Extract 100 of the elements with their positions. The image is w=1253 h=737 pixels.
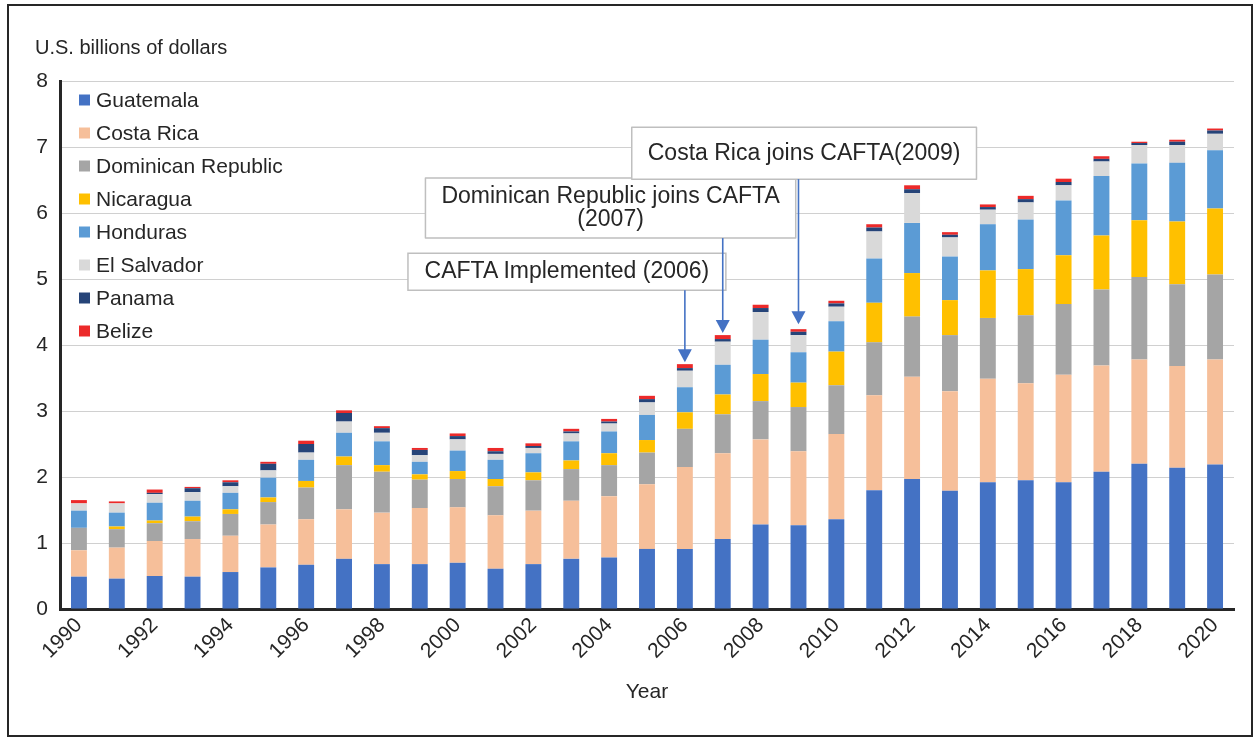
bar — [979, 378, 996, 483]
bar — [866, 231, 883, 259]
bar — [639, 399, 655, 403]
bar — [411, 455, 428, 462]
bar — [184, 539, 201, 577]
bar — [639, 440, 655, 453]
bar — [411, 508, 428, 565]
bar — [298, 444, 315, 453]
bar — [676, 387, 693, 413]
bar — [1169, 162, 1186, 222]
annotation: Costa Rica joins CAFTA(2009) — [647, 138, 961, 165]
bar — [752, 439, 769, 525]
bar — [752, 339, 769, 375]
bar — [866, 342, 883, 396]
bar — [639, 484, 655, 549]
bar — [487, 486, 504, 516]
bar — [790, 525, 807, 609]
bar — [146, 494, 163, 503]
bar — [1131, 277, 1148, 360]
bar — [222, 513, 239, 536]
bar — [1055, 482, 1072, 609]
bar — [1055, 185, 1072, 201]
bar — [828, 351, 845, 386]
bar — [336, 456, 352, 466]
bar — [70, 500, 87, 504]
bar — [373, 512, 390, 565]
bar — [942, 335, 958, 392]
bar — [260, 463, 277, 471]
bar — [790, 329, 807, 332]
bar — [184, 492, 201, 501]
bar — [563, 469, 580, 501]
bar — [260, 524, 277, 568]
bar — [752, 374, 769, 402]
bar — [222, 492, 239, 510]
bar — [411, 479, 428, 509]
bar — [298, 519, 315, 565]
bar — [525, 564, 542, 609]
y-tick-label: 2 — [36, 463, 48, 487]
legend-label: Costa Rica — [96, 120, 200, 144]
bar — [714, 339, 731, 342]
bar — [525, 510, 542, 565]
bar — [752, 524, 769, 609]
bar — [942, 300, 958, 336]
bar — [1207, 150, 1224, 209]
bar — [1131, 220, 1148, 278]
bar — [942, 490, 958, 609]
bar — [979, 270, 996, 318]
y-tick-label: 1 — [36, 529, 48, 553]
annotation: CAFTA Implemented (2006) — [424, 256, 710, 283]
bar — [487, 451, 504, 454]
bar — [601, 453, 618, 466]
bar — [449, 471, 466, 479]
bar — [714, 453, 731, 540]
bar — [714, 394, 731, 415]
bar — [1055, 374, 1072, 483]
bar — [752, 401, 769, 440]
bar — [411, 461, 428, 475]
bar — [1131, 463, 1148, 609]
bar — [601, 431, 618, 454]
bar — [676, 428, 693, 468]
bar — [336, 412, 352, 422]
bar — [449, 439, 466, 451]
bar — [866, 302, 883, 343]
bar — [676, 368, 693, 371]
bar — [979, 224, 996, 271]
legend-label: El Salvador — [96, 252, 204, 276]
bar — [411, 449, 428, 456]
legend-label: Honduras — [96, 219, 188, 243]
bar — [942, 237, 958, 257]
bar — [790, 382, 807, 408]
bar — [866, 224, 883, 228]
bar — [904, 316, 921, 377]
bar — [1169, 467, 1186, 609]
bar — [1207, 464, 1224, 609]
bar — [790, 451, 807, 526]
bar — [146, 576, 163, 609]
bar — [866, 490, 883, 609]
bar — [1169, 366, 1186, 468]
bar — [525, 480, 542, 511]
bar — [601, 557, 618, 609]
bar — [1131, 163, 1148, 221]
bar — [676, 412, 693, 429]
y-tick-label: 0 — [36, 595, 48, 619]
bar — [866, 258, 883, 303]
bar — [487, 515, 504, 569]
bar — [487, 459, 504, 479]
bar — [1093, 161, 1110, 177]
bar — [70, 527, 87, 551]
bar — [676, 467, 693, 549]
bar — [336, 509, 352, 559]
bar — [904, 222, 921, 274]
legend-label: Guatemala — [96, 87, 200, 111]
bar — [601, 496, 618, 558]
bar — [260, 567, 277, 609]
bar — [1093, 176, 1110, 236]
y-tick-label: 4 — [36, 331, 49, 355]
bar — [828, 321, 845, 352]
bar — [411, 564, 428, 609]
bar — [108, 547, 125, 579]
bar — [108, 512, 125, 527]
